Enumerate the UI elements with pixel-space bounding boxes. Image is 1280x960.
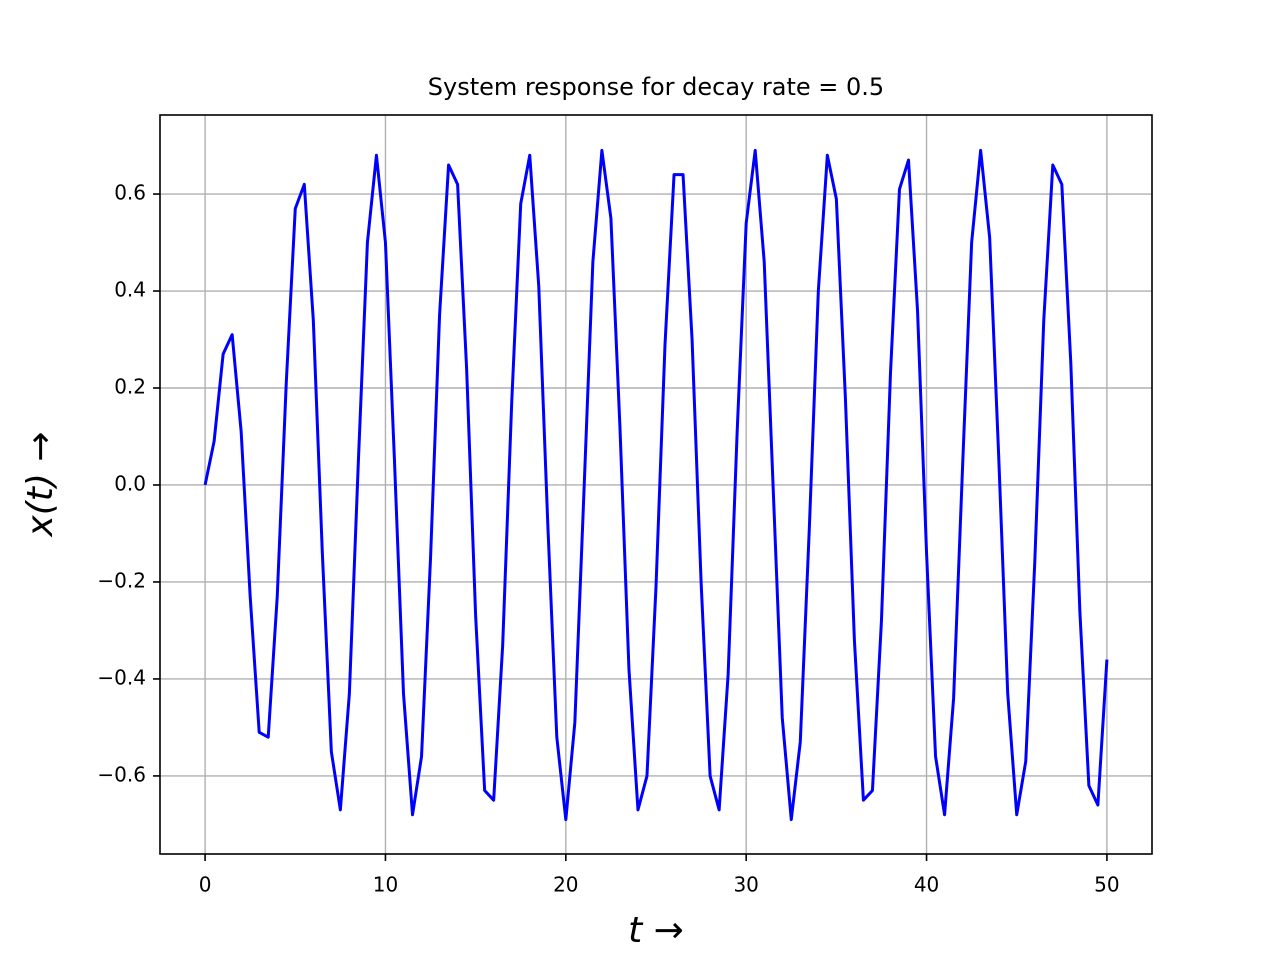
x-tick-label: 30 xyxy=(733,873,758,897)
x-tick-label: 50 xyxy=(1094,873,1119,897)
y-tick-label: 0.6 xyxy=(114,181,146,205)
y-tick-label: −0.6 xyxy=(97,762,146,786)
x-axis-label: t → xyxy=(628,910,684,951)
data-line xyxy=(203,148,1109,822)
x-tick-label: 40 xyxy=(914,873,939,897)
y-tick-label: −0.2 xyxy=(97,568,146,592)
x-tick-label: 10 xyxy=(373,873,398,897)
x-tick-label: 20 xyxy=(553,873,578,897)
plot-frame xyxy=(159,114,1153,855)
y-tick-label: 0.2 xyxy=(114,375,146,399)
x-tick-label: 0 xyxy=(199,873,212,897)
y-tick-label: 0.4 xyxy=(114,278,146,302)
chart-title: System response for decay rate = 0.5 xyxy=(428,73,884,101)
y-axis-label: x(t) → xyxy=(20,431,61,537)
y-tick-label: 0.0 xyxy=(114,471,146,495)
y-tick-label: −0.4 xyxy=(97,665,146,689)
